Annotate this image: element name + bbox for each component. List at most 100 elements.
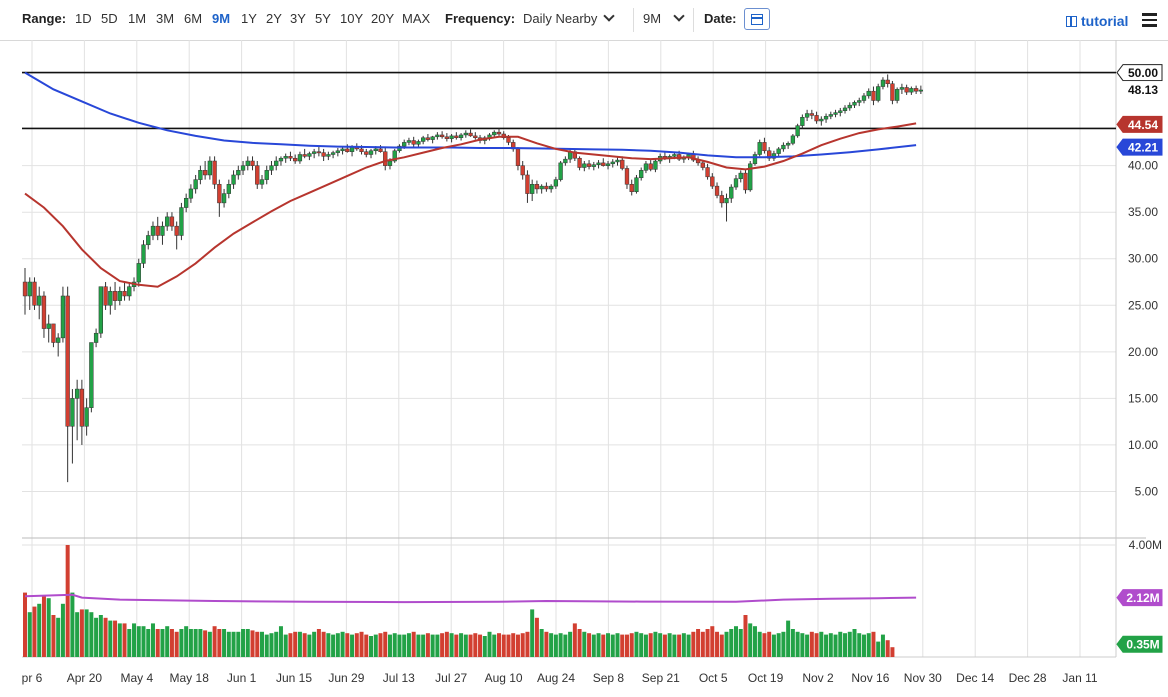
hamburger-menu-icon[interactable] [1142,13,1157,27]
candle-body [496,131,502,135]
range-5d[interactable]: 5D [101,11,118,26]
volume-bar [819,631,824,657]
candle-body [591,164,596,167]
chevron-down-icon [673,10,685,22]
volume-bar [705,629,710,657]
volume-bar [387,634,392,657]
volume-bar [724,631,729,657]
candle-body [833,112,838,115]
range-20y[interactable]: 20Y [371,11,395,26]
candle-body [857,100,862,103]
volume-bar [809,631,814,657]
candle-body [188,188,194,199]
candle-body [909,88,914,93]
range-1d[interactable]: 1D [75,11,92,26]
volume-bar [440,633,445,657]
candle-body [743,172,748,191]
volume-bar [506,634,511,657]
candle-body [387,160,393,166]
candle-body [278,157,284,162]
range-max[interactable]: MAX [402,11,431,26]
range-1y[interactable]: 1Y [241,11,257,26]
range-3m[interactable]: 3M [156,11,175,26]
candle-body [89,342,94,408]
volume-bar [27,612,32,657]
calendar-button[interactable] [744,8,770,30]
volume-bar [217,629,222,657]
date-label: Date: [704,11,737,26]
volume-bar [70,592,75,657]
volume-bar [406,633,411,657]
range-5y[interactable]: 5Y [315,11,331,26]
volume-bar [696,629,701,657]
toolbar: Range: 1D 5D 1M 3M 6M 9M 1Y 2Y 3Y 5Y 10Y… [0,0,1168,41]
volume-bar [46,598,51,657]
volume-bar [416,634,421,657]
volume-bar [160,629,165,657]
volume-bar [658,633,663,657]
volume-bar [350,634,355,657]
volume-bar [553,634,558,657]
frequency-select[interactable]: Daily Nearby [523,10,616,26]
candle-body [629,184,634,192]
candle-body [316,151,322,154]
x-tick-label: May 18 [170,671,210,685]
volume-tick-label: 4.00M [1129,538,1162,552]
range-9m[interactable]: 9M [212,11,231,26]
candle-body [672,154,677,157]
volume-bar [369,636,374,657]
volume-bar [103,617,108,657]
candle-body [634,177,639,192]
tutorial-link[interactable]: tutorial [1066,13,1128,29]
volume-bar [482,636,487,657]
period-select[interactable]: 9M [643,10,685,26]
volume-bar [734,626,738,657]
volume-bar [757,631,762,657]
candle-body [885,79,890,84]
tutorial-icon [1066,16,1077,27]
tutorial-label: tutorial [1081,13,1129,29]
volume-bar [643,634,648,657]
volume-bar [98,615,103,657]
volume-bars [23,545,917,657]
volume-bar [340,631,345,657]
volume-bar [672,634,677,657]
candle-body [335,150,340,153]
volume-bar [790,629,795,657]
volume-bar [833,634,838,657]
candle-body [553,179,559,187]
candle-body [534,184,540,190]
candle-body [179,207,184,236]
candle-body [392,150,397,162]
volume-bar [302,633,307,657]
range-2y[interactable]: 2Y [266,11,282,26]
volume-bar [861,634,866,657]
price-chart[interactable]: pr 6 Apr 20 May 4 May 18 Jun 1 Jun 15 Jun 29 Ju… [0,40,1168,697]
candle-body [283,156,288,159]
volume-bar [629,633,634,657]
y-tick-label: 10.00 [1128,438,1158,452]
candle-body [32,281,37,306]
range-10y[interactable]: 10Y [340,11,364,26]
candle-body [809,113,814,116]
candle-body [895,89,900,101]
badge-label: 2.12M [1126,591,1159,605]
volume-bar [558,633,563,657]
badge-shape [1116,81,1163,99]
range-3y[interactable]: 3Y [290,11,306,26]
volume-bar [84,609,89,657]
candle-body [733,178,739,188]
volume-bar [587,633,592,657]
candle-body [539,185,544,190]
volume-bar [743,615,748,657]
x-tick-label: Jul 27 [435,671,467,685]
volume-bar [312,631,317,657]
price-badge: 42.21 [1116,138,1163,156]
volume-bar [150,623,155,657]
range-6m[interactable]: 6M [184,11,203,26]
candle-body [790,135,796,144]
range-1m[interactable]: 1M [128,11,147,26]
volume-bar [184,626,189,657]
volume-bar [288,633,293,657]
volume-bar [378,633,383,657]
